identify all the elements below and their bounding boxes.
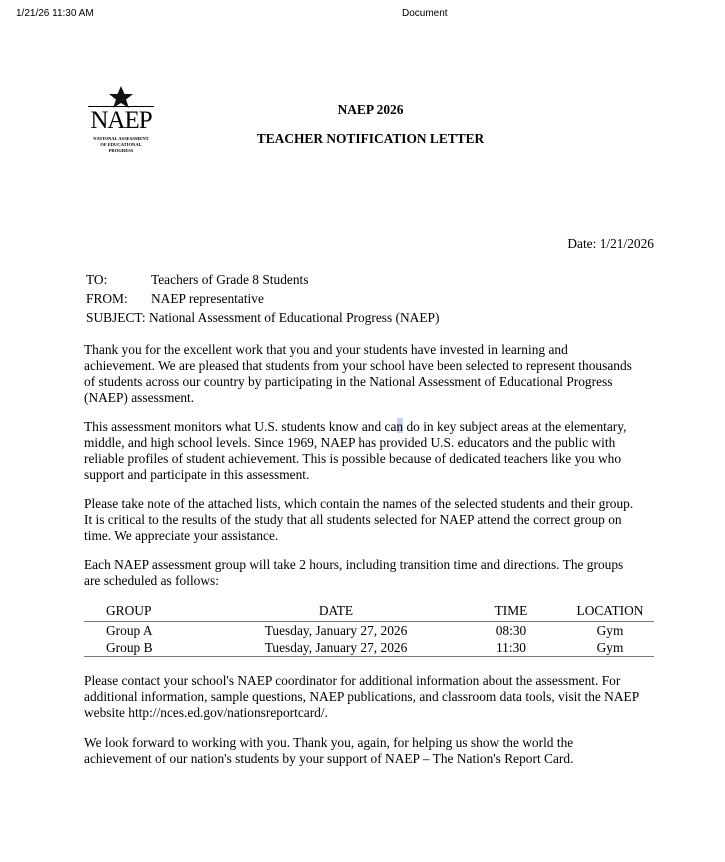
text-line: Teachers of Grade 8 Students — [151, 272, 309, 287]
letter-date: Date: 1/21/2026 — [567, 236, 654, 251]
logo-subtitle: PROGRESS — [108, 148, 134, 153]
text-line: reliable profiles of student achievement… — [84, 451, 622, 466]
text-line: It is critical to the results of the stu… — [84, 512, 622, 527]
memo-subject: SUBJECT: National Assessment of Educatio… — [86, 308, 439, 327]
text-line: achievement. We are pleased that student… — [84, 358, 632, 373]
table-row: Group A Tuesday, January 27, 2026 08:30 … — [84, 622, 654, 640]
text-line: Each NAEP assessment group will take 2 h… — [84, 557, 624, 572]
text-line: Please take note of the attached lists, … — [84, 496, 634, 511]
text-line: GROUP — [84, 603, 216, 622]
paragraph-intro: Thank you for the excellent work that yo… — [84, 342, 632, 406]
paragraph-schedule: Each NAEP assessment group will take 2 h… — [84, 557, 623, 589]
paragraph-lists: Please take note of the attached lists, … — [84, 496, 633, 544]
schedule-table: GROUP DATE TIME LOCATION Group A Tuesday… — [84, 603, 654, 657]
text-line: TIME — [456, 603, 566, 622]
logo-subtitle: NATIONAL ASSESSMENT — [93, 136, 149, 141]
text-line: FROM: — [86, 291, 128, 306]
text-line: LOCATION — [566, 603, 654, 622]
text-line: support and participate in this assessme… — [84, 467, 310, 482]
text-line: 08:30 — [495, 623, 527, 638]
table-header-row: GROUP DATE TIME LOCATION — [84, 603, 654, 622]
page-subtitle: TEACHER NOTIFICATION LETTER — [256, 131, 485, 146]
text-line: Group A — [106, 623, 153, 638]
star-icon — [109, 86, 133, 108]
page-title: NAEP 2026 — [337, 102, 404, 117]
text-line: TO: — [86, 272, 108, 287]
text-line: Gym — [566, 639, 654, 657]
text-line: NAEP representative — [151, 291, 264, 306]
text-line: SUBJECT: — [86, 310, 146, 325]
table-row: Group B Tuesday, January 27, 2026 11:30 … — [84, 639, 654, 657]
text-line: Group B — [84, 639, 216, 657]
text-line: Tuesday, January 27, 2026 — [216, 639, 456, 657]
logo-text: NAEP — [88, 106, 154, 133]
text-line: National Assessment of Educational Progr… — [148, 310, 440, 325]
text-line: website http://nces.ed.gov/nationsreport… — [84, 705, 328, 720]
text-line: (NAEP) assessment. — [84, 390, 195, 405]
text-line: time. We appreciate your assistance. — [84, 528, 279, 543]
print-doc-title: Document — [402, 8, 448, 19]
memo-from: FROM: NAEP representative — [86, 289, 439, 308]
paragraph-assessment: This assessment monitors what U.S. stude… — [84, 419, 626, 483]
text-line: Tuesday, January 27, 2026 — [264, 623, 408, 638]
text-line: DATE — [216, 603, 456, 622]
text-line: 11:30 — [456, 639, 566, 657]
paragraph-closing: We look forward to working with you. Tha… — [84, 735, 573, 767]
print-datetime: 1/21/26 11:30 AM — [16, 8, 94, 19]
text-line: additional information, sample questions… — [84, 689, 640, 704]
paragraph-contact: Please contact your school's NAEP coordi… — [84, 673, 639, 721]
text-line: of students across our country by partic… — [84, 374, 613, 389]
text-line: This assessment monitors what U.S. stude… — [84, 419, 627, 434]
memo-to: TO: Teachers of Grade 8 Students — [86, 270, 439, 289]
text-line: Gym — [596, 623, 624, 638]
logo-subtitle: OF EDUCATIONAL — [100, 142, 142, 147]
text-line: middle, and high school levels. Since 19… — [84, 435, 616, 450]
text-cursor — [397, 418, 403, 433]
text-line: Please contact your school's NAEP coordi… — [84, 673, 621, 688]
text-line: are scheduled as follows: — [84, 573, 219, 588]
naep-logo: NAEP NATIONAL ASSESSMENT OF EDUCATIONAL … — [86, 86, 156, 154]
text-line: achievement of our nation's students by … — [84, 751, 574, 766]
text-line: Thank you for the excellent work that yo… — [84, 342, 568, 357]
text-line: We look forward to working with you. Tha… — [84, 735, 574, 750]
memo-block: TO: Teachers of Grade 8 Students FROM: NAE… — [86, 270, 439, 327]
